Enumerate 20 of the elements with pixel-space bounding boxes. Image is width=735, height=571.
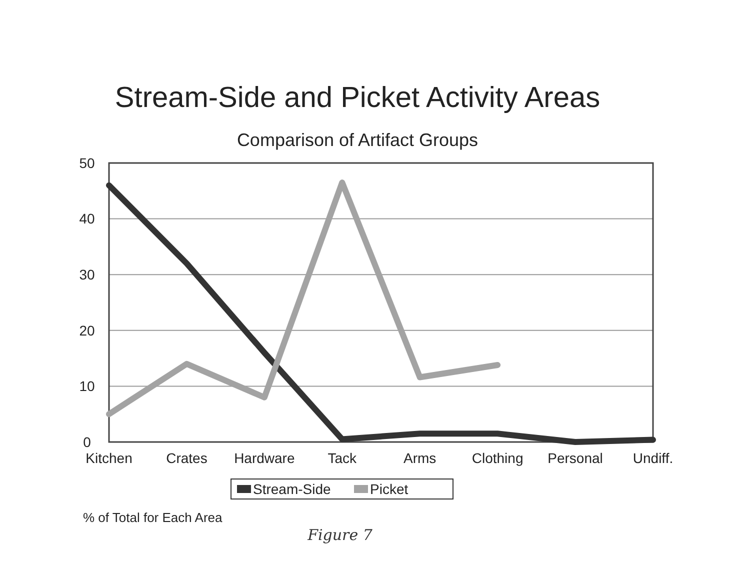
x-tick-label: Undiff. [632,450,674,466]
caption: Figure 7 [306,526,373,544]
y-tick-label: 0 [83,434,92,450]
legend-label: Stream-Side [253,480,332,497]
y-tick-label: 40 [79,210,95,227]
x-tick-label: Personal [548,450,603,466]
y-tick-label: 20 [79,322,95,338]
x-tick-label: Clothing [472,450,524,466]
y-tick-label: 10 [79,378,95,394]
y-tick-label: 30 [79,266,95,282]
x-tick-label: Tack [328,450,358,466]
legend-label: Picket [370,480,408,497]
x-tick-label: Arms [404,450,436,466]
x-tick-label: Hardware [234,450,295,466]
chart-title: Stream-Side and Picket Activity Areas [114,82,600,114]
x-tick-label: Kitchen [86,450,132,466]
y-tick-label: 50 [79,154,95,171]
text: % of Total for Each Area [83,510,223,525]
x-tick-label: Crates [166,450,208,466]
chart-subtitle: Comparison of Artifact Groups [236,130,478,150]
